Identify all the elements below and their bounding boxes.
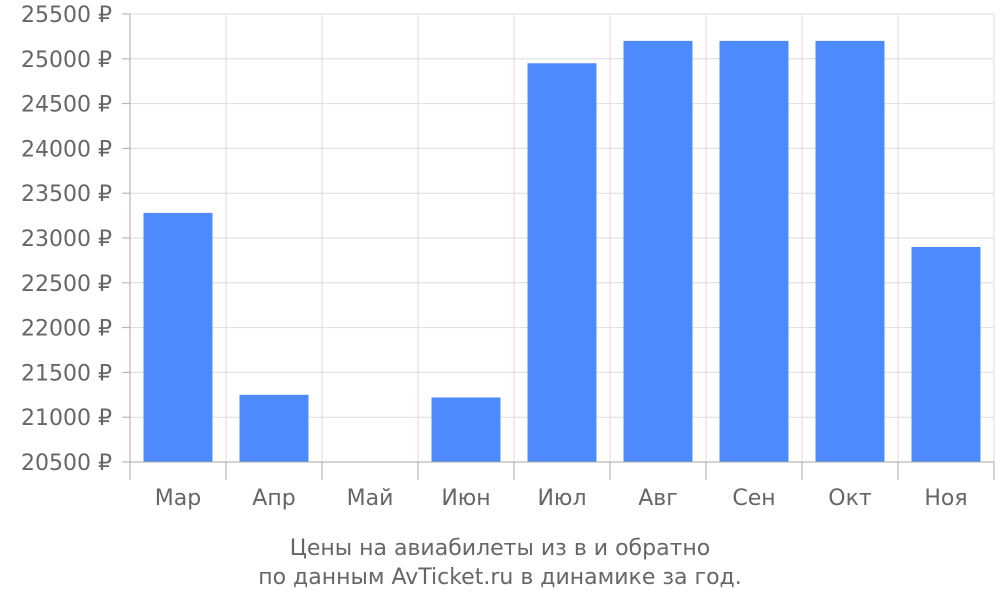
bar — [815, 40, 885, 462]
axes — [122, 13, 995, 480]
x-tick-labels: Мар Апр Май Июн Июл Авг Сен Окт Ноя — [155, 486, 968, 511]
bar — [911, 246, 981, 462]
bar — [143, 212, 213, 462]
bar — [431, 397, 501, 462]
bar — [239, 394, 309, 462]
x-tick-label: Сен — [732, 486, 775, 511]
y-tick-label: 20500 ₽ — [21, 451, 112, 476]
y-tick-label: 24500 ₽ — [21, 93, 112, 118]
y-tick-label: 25000 ₽ — [21, 48, 112, 73]
bar — [527, 63, 597, 462]
bars — [143, 40, 981, 462]
x-tick-label: Мар — [155, 486, 201, 511]
y-tick-label: 23000 ₽ — [21, 227, 112, 252]
chart-caption-line-2: по данным AvTicket.ru в динамике за год. — [258, 565, 742, 590]
chart-caption-line-1: Цены на авиабилеты из в и обратно — [290, 536, 710, 561]
x-tick-label: Апр — [252, 486, 295, 511]
x-tick-label: Окт — [828, 486, 872, 511]
x-tick-label: Ноя — [924, 486, 967, 511]
y-tick-label: 21500 ₽ — [21, 361, 112, 386]
y-tick-labels: 20500 ₽ 21000 ₽ 21500 ₽ 22000 ₽ 22500 ₽ 23000… — [21, 3, 112, 476]
y-tick-label: 23500 ₽ — [21, 182, 112, 207]
x-tick-label: Май — [347, 486, 394, 511]
y-tick-label: 24000 ₽ — [21, 137, 112, 162]
bar — [623, 40, 693, 462]
y-tick-label: 21000 ₽ — [21, 406, 112, 431]
bar — [719, 40, 789, 462]
x-tick-label: Июл — [537, 486, 586, 511]
x-tick-label: Авг — [638, 486, 678, 511]
y-tick-label: 25500 ₽ — [21, 3, 112, 28]
y-tick-label: 22000 ₽ — [21, 317, 112, 342]
y-tick-label: 22500 ₽ — [21, 272, 112, 297]
x-tick-label: Июн — [441, 486, 490, 511]
